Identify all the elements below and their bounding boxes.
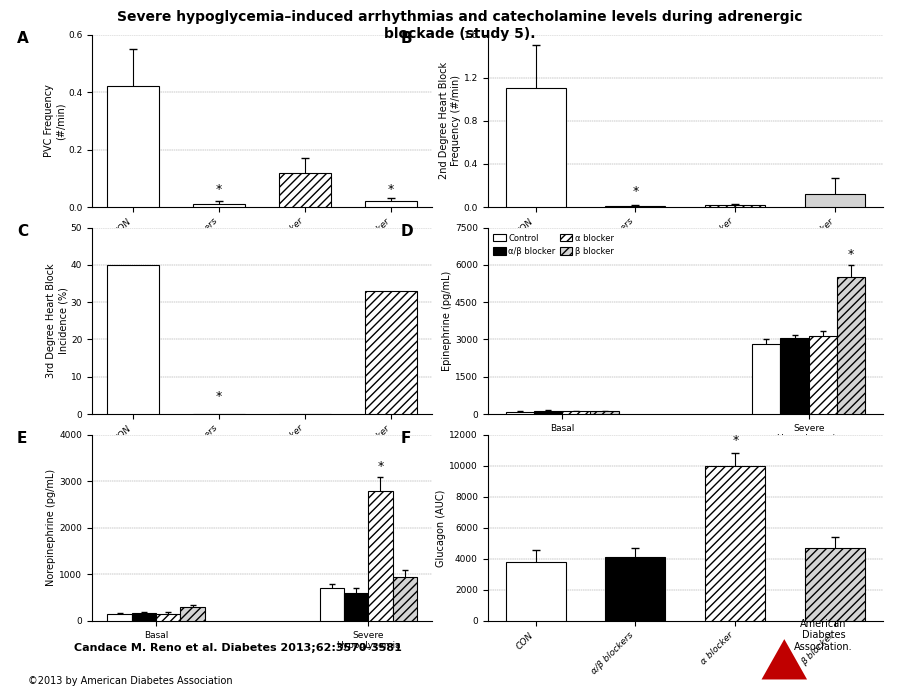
Bar [344,593,368,621]
Bar [365,291,416,414]
Text: Severe hypoglycemia–induced arrhythmias and catecholamine levels during adrenerg: Severe hypoglycemia–induced arrhythmias … [117,10,802,41]
Text: *: * [631,186,638,199]
Bar [562,411,590,414]
Bar [779,338,808,414]
Y-axis label: Glucagon (AUC): Glucagon (AUC) [436,489,446,566]
Text: D: D [400,224,413,239]
Legend: Control, α/β blocker, α blocker, β blocker: Control, α/β blocker, α blocker, β block… [492,232,615,257]
Bar [752,344,779,414]
Bar [505,562,565,621]
Text: F: F [400,431,411,446]
Text: *: * [847,248,853,262]
Y-axis label: Norepinephrine (pg/mL): Norepinephrine (pg/mL) [47,469,56,586]
Bar [365,201,416,207]
Bar [533,411,562,414]
Bar [804,194,864,207]
Text: Candace M. Reno et al. Diabetes 2013;62:3570-3581: Candace M. Reno et al. Diabetes 2013;62:… [74,643,401,653]
Bar [108,265,159,414]
Text: *: * [216,182,222,195]
Y-axis label: 2nd Degree Heart Block
Frequency (#/min): 2nd Degree Heart Block Frequency (#/min) [438,62,460,179]
Text: *: * [377,460,383,473]
Bar [392,577,416,621]
Text: B: B [400,31,412,46]
Text: *: * [732,434,738,447]
Text: *: * [388,182,394,195]
Bar [319,589,344,621]
Text: *: * [216,390,222,403]
Bar [808,336,836,414]
Bar [804,548,864,621]
Bar [836,277,864,414]
Text: A: A [17,31,28,46]
Y-axis label: Epinephrine (pg/mL): Epinephrine (pg/mL) [442,270,451,371]
Y-axis label: PVC Frequency
(#/min): PVC Frequency (#/min) [43,84,65,157]
Bar [180,607,205,621]
Bar [156,613,180,621]
Bar [108,614,131,621]
Bar [505,88,565,207]
Bar [505,411,533,414]
Bar [605,558,664,621]
Bar [193,204,244,207]
Text: E: E [17,431,28,446]
Polygon shape [761,639,806,680]
Bar [131,613,156,621]
Y-axis label: 3rd Degree Heart Block
Incidence (%): 3rd Degree Heart Block Incidence (%) [46,264,68,378]
Text: American
Diabetes
Association.: American Diabetes Association. [793,619,852,652]
Text: C: C [17,224,28,239]
Bar [705,205,765,207]
Bar [605,206,664,207]
Bar [590,411,618,414]
Bar [705,466,765,621]
Text: ©2013 by American Diabetes Association: ©2013 by American Diabetes Association [28,676,232,686]
Bar [368,491,392,621]
Bar [108,86,159,207]
Bar [279,172,331,207]
